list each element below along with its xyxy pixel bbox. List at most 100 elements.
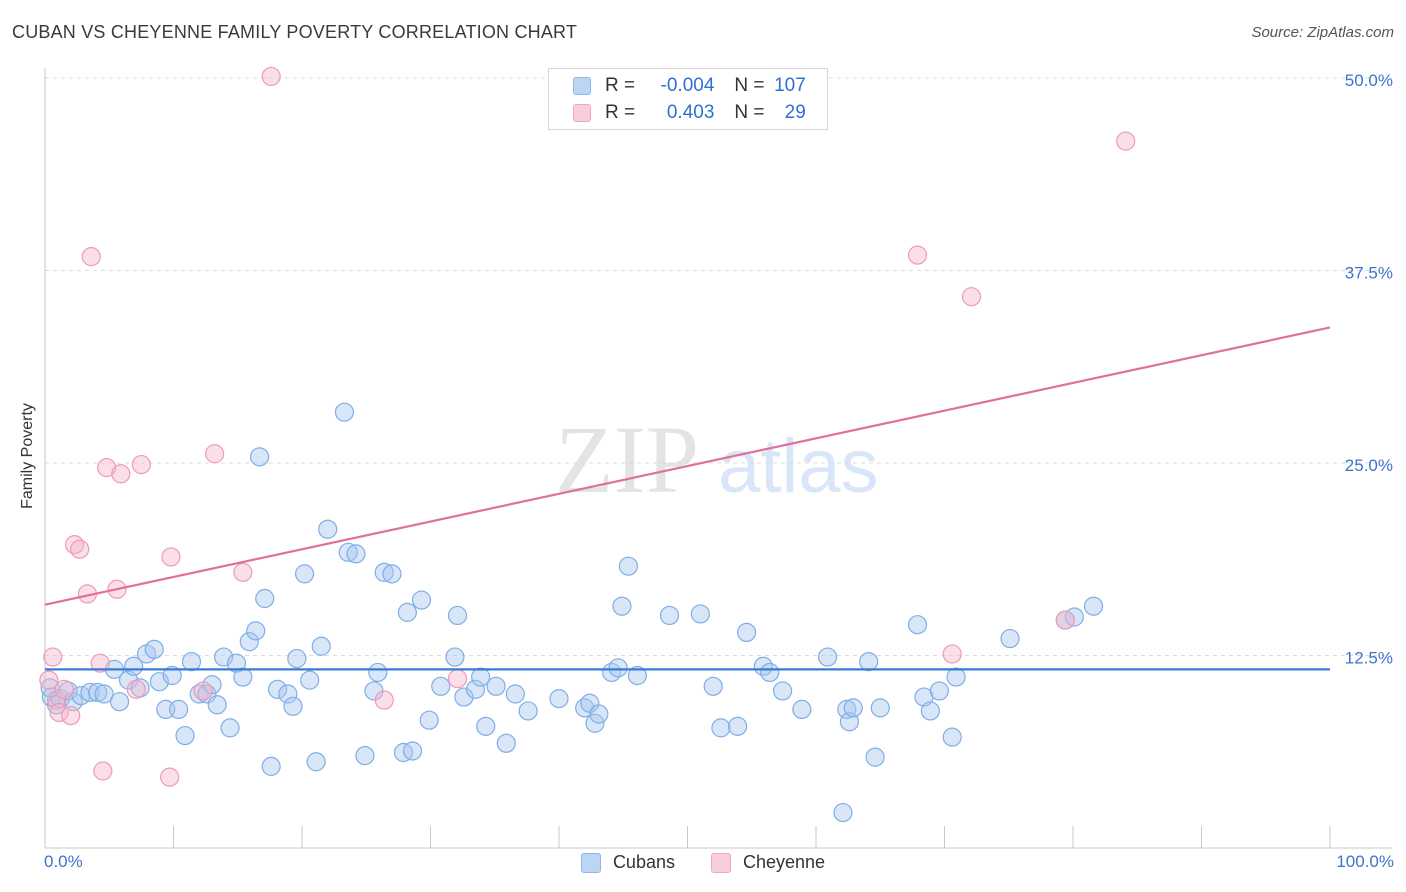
cuban-point [659, 605, 680, 626]
cuban-point [627, 665, 647, 686]
cuban-point [300, 670, 320, 690]
cheyenne-point [93, 761, 113, 781]
source-label: Source: ZipAtlas.com [1251, 24, 1394, 41]
legend-n-label: N = [734, 75, 765, 96]
cuban-point [419, 710, 439, 730]
cuban-point [368, 662, 388, 683]
cheyenne-point [97, 458, 117, 478]
cuban-point [865, 747, 885, 767]
watermark: ZIP atlas [555, 406, 879, 513]
cuban-point [870, 698, 890, 718]
legend-label-cheyenne: Cheyenne [742, 852, 826, 872]
legend-n-value: 107 [774, 75, 806, 96]
cuban-point [486, 676, 506, 696]
trend-lines [44, 326, 1331, 671]
cheyenne-point [90, 653, 110, 673]
cuban-point [181, 652, 202, 672]
cheyenne-point [233, 562, 253, 582]
legend-n-label: N = [734, 102, 765, 123]
cuban-point [94, 684, 114, 704]
cheyenne-point [111, 464, 131, 484]
cuban-point [246, 621, 266, 641]
cuban-point [907, 615, 928, 635]
cuban-point [589, 704, 609, 724]
cheyenne-point [942, 644, 962, 664]
cuban-point [549, 689, 569, 709]
cuban-point [338, 542, 358, 562]
chart-title: CUBAN VS CHEYENNE FAMILY POVERTY CORRELA… [12, 22, 578, 42]
cuban-point [946, 667, 966, 687]
cuban-point [1000, 628, 1020, 649]
cuban-point [255, 588, 275, 609]
cheyenne-point [126, 679, 146, 699]
cuban-point [144, 639, 164, 659]
cheyenne-point [261, 66, 281, 87]
legend-swatch-cubans [573, 77, 591, 95]
cuban-point [942, 727, 962, 747]
cuban-point [382, 564, 402, 584]
cuban-point [233, 667, 253, 687]
cuban-point [334, 402, 355, 422]
cuban-point [1083, 596, 1104, 616]
cuban-point [318, 519, 338, 539]
cuban-point [207, 695, 227, 715]
cuban-point [355, 745, 375, 766]
cheyenne-point [160, 767, 180, 787]
cuban-point [283, 696, 303, 716]
cheyenne-point [1055, 610, 1075, 630]
trend-line-cheyenne [44, 326, 1331, 606]
legend-row-cubans: R = -0.004 N = 107 [573, 73, 806, 99]
legend-item-cubans: Cubans [580, 852, 675, 873]
cuban-point [465, 679, 486, 699]
axes [44, 68, 1392, 849]
cuban-point [374, 562, 394, 582]
cuban-point [618, 556, 638, 576]
cheyenne-point [70, 539, 90, 559]
cheyenne-point [961, 287, 982, 307]
cuban-point [311, 636, 331, 656]
legend-r-value: -0.004 [660, 75, 715, 96]
cuban-point [703, 676, 723, 696]
cuban-point [476, 716, 496, 736]
cheyenne-point [447, 668, 468, 689]
cheyenne-point [1116, 131, 1136, 151]
cuban-point [737, 622, 757, 643]
cheyenne-point [161, 547, 181, 567]
cuban-point [346, 544, 366, 564]
cheyenne-point [43, 647, 63, 667]
cuban-point [690, 604, 710, 624]
cuban-point [772, 681, 793, 701]
cuban-point [88, 682, 108, 703]
cuban-point [267, 679, 288, 699]
cuban-point [306, 752, 326, 772]
legend-swatch-cheyenne [710, 852, 731, 873]
watermark-zip: ZIP [555, 406, 699, 513]
legend-r-label: R = [605, 102, 636, 123]
cuban-point [585, 713, 605, 733]
y-tick-label: 12.5% [1345, 649, 1393, 668]
cuban-point [40, 678, 60, 698]
x-tick-min: 0.0% [44, 852, 83, 871]
cheyenne-point [39, 670, 59, 690]
cuban-point [220, 718, 240, 738]
cuban-point [859, 652, 879, 672]
legend-row-cheyenne: R = 0.403 N = 29 [573, 100, 806, 126]
cuban-point [837, 699, 857, 720]
cheyenne-point [193, 681, 213, 701]
series-cubans [40, 402, 1104, 823]
legend-n-value: 29 [784, 102, 806, 123]
cuban-point [496, 733, 516, 753]
cheyenne-point [131, 454, 151, 475]
cuban-point [162, 665, 182, 686]
cuban-point [817, 647, 838, 667]
legend-item-cheyenne: Cheyenne [710, 852, 826, 873]
cuban-point [239, 632, 259, 652]
cuban-point [402, 741, 423, 761]
cheyenne-point [49, 702, 69, 723]
series-cheyenne [39, 66, 1136, 787]
cuban-point [760, 662, 780, 683]
y-tick-label: 50.0% [1345, 71, 1393, 90]
cuban-point [431, 676, 451, 696]
cheyenne-point [81, 247, 101, 267]
